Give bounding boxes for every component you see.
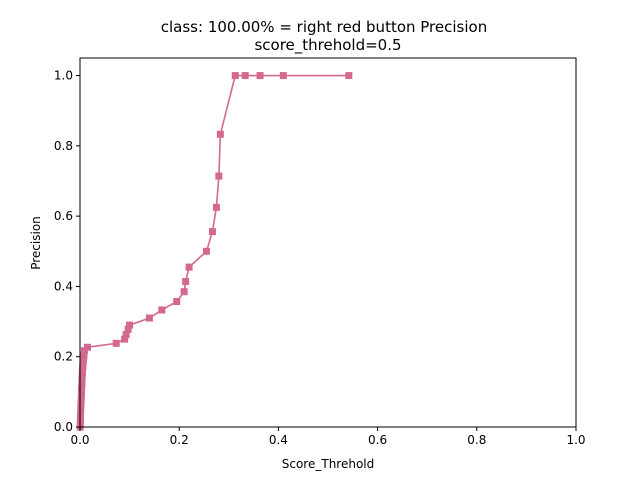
data-point (77, 386, 85, 394)
x-tick-label: 0.4 (269, 433, 288, 447)
data-point (212, 203, 220, 211)
data-point (122, 331, 130, 339)
data-point (78, 372, 86, 380)
y-tick-label: 0.4 (54, 279, 73, 293)
y-tick-label: 0.0 (54, 420, 73, 434)
data-point (241, 72, 249, 80)
x-tick-label: 0.8 (467, 433, 486, 447)
y-tick-label: 0.8 (54, 139, 73, 153)
data-point (83, 343, 91, 351)
data-point (158, 306, 166, 314)
x-tick-label: 1.0 (566, 433, 585, 447)
x-tick-label: 0.2 (170, 433, 189, 447)
data-point (77, 405, 85, 413)
y-axis-label: Precision (29, 216, 43, 270)
data-point (182, 278, 190, 286)
data-point (79, 362, 87, 369)
data-point (126, 321, 134, 329)
data-point (112, 339, 120, 347)
data-point (216, 130, 224, 138)
x-axis-label: Score_Threhold (282, 457, 375, 471)
x-tick-label: 0.6 (368, 433, 387, 447)
data-point (77, 400, 85, 408)
y-tick-label: 0.6 (54, 209, 73, 223)
data-point (345, 72, 353, 80)
x-tick-label: 0.0 (70, 433, 89, 447)
data-point (180, 288, 188, 296)
data-point (145, 314, 153, 322)
chart-subtitle: score_threhold=0.5 (254, 36, 401, 55)
data-point (173, 298, 181, 306)
data-point (231, 72, 239, 80)
data-point (78, 367, 86, 375)
data-point (124, 325, 132, 333)
y-tick-label: 0.2 (54, 350, 73, 364)
data-point (202, 247, 210, 255)
chart-title: class: 100.00% = right red button Precis… (161, 18, 487, 36)
data-point (77, 395, 85, 403)
data-point (78, 376, 86, 384)
y-axis: 0.0 0.2 0.4 0.6 0.8 1.0 (54, 69, 80, 434)
data-point (80, 347, 88, 355)
data-point (78, 383, 86, 391)
data-point (185, 263, 193, 271)
data-point (121, 335, 129, 343)
data-point (77, 390, 85, 398)
data-point (80, 351, 88, 359)
data-point (208, 228, 216, 236)
plot-area (76, 72, 353, 431)
data-point (256, 72, 264, 80)
x-axis: 0.0 0.2 0.4 0.6 0.8 1.0 (70, 427, 586, 447)
y-tick-label: 1.0 (54, 69, 73, 83)
data-point (78, 379, 86, 387)
data-point (215, 172, 223, 180)
data-point (279, 72, 287, 80)
axes-frame (79, 57, 577, 428)
data-point (79, 356, 87, 364)
